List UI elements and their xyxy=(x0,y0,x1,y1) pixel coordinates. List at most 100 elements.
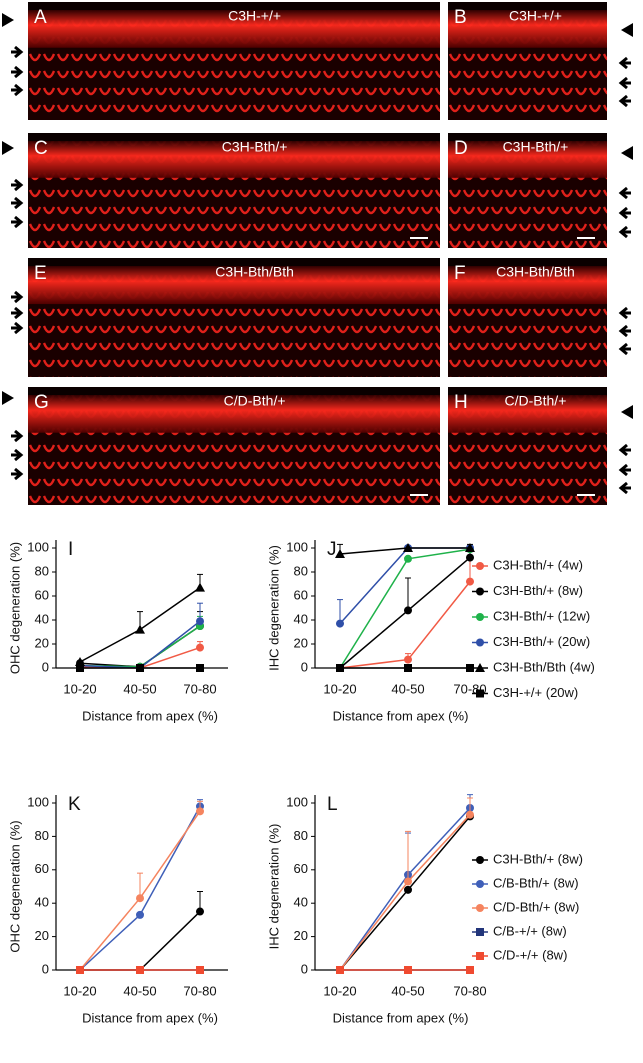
legend-label: C3H-Bth/+ (8w) xyxy=(493,851,583,866)
marker xyxy=(196,643,204,652)
arrow xyxy=(11,178,24,192)
x-tick-label: 40-50 xyxy=(123,983,156,998)
series-line xyxy=(339,581,471,669)
x-tick-label: 10-20 xyxy=(63,983,96,998)
y-tick-label: 100 xyxy=(27,539,49,554)
y-tick-label: 80 xyxy=(294,563,308,578)
y-tick-label: 60 xyxy=(294,587,308,602)
arrow xyxy=(11,429,24,443)
panel-title: C/D-Bth/+ xyxy=(505,393,567,409)
panel-title: C3H-+/+ xyxy=(228,8,281,24)
panel-letter: C xyxy=(34,138,48,159)
marker xyxy=(465,543,475,552)
micrograph-shade xyxy=(448,133,607,141)
marker xyxy=(404,885,412,894)
panel-title: C3H-Bth/Bth xyxy=(496,264,575,280)
arrow xyxy=(11,83,24,97)
micrograph-shade xyxy=(448,2,607,10)
micrograph-band xyxy=(28,141,440,178)
marker xyxy=(196,907,204,916)
panel-letter: H xyxy=(454,392,468,413)
x-tick-label: 70-80 xyxy=(183,681,216,696)
x-tick-label: 10-20 xyxy=(323,681,356,696)
micrograph-band xyxy=(448,266,607,305)
arrow xyxy=(618,206,631,220)
marker xyxy=(404,606,412,615)
marker xyxy=(136,910,144,919)
arrow xyxy=(618,225,631,239)
arrow xyxy=(618,76,631,90)
marker xyxy=(196,807,204,816)
marker xyxy=(336,966,344,974)
arrowhead xyxy=(2,391,14,405)
marker xyxy=(336,664,344,672)
micrograph-band xyxy=(448,10,607,48)
marker xyxy=(196,664,204,672)
y-tick-label: 20 xyxy=(294,635,308,650)
marker xyxy=(466,810,474,819)
legend-marker xyxy=(476,562,484,570)
y-tick-label: 80 xyxy=(35,828,49,843)
y-tick-label: 0 xyxy=(301,961,308,976)
arrow xyxy=(11,306,24,320)
legend-label: C3H-Bth/+ (20w) xyxy=(493,634,590,649)
micrograph-shade xyxy=(448,387,607,395)
panel-letter: B xyxy=(454,7,467,28)
y-tick-label: 80 xyxy=(294,828,308,843)
arrow xyxy=(11,65,24,79)
x-tick-label: 70-80 xyxy=(453,983,486,998)
panel-title: C3H-Bth/+ xyxy=(222,139,288,155)
panel-letter: D xyxy=(454,138,468,159)
legend-label: C/D-Bth/+ (8w) xyxy=(493,899,579,914)
y-tick-label: 60 xyxy=(294,861,308,876)
marker xyxy=(76,966,84,974)
panel-letter: I xyxy=(68,539,73,560)
marker xyxy=(404,877,412,886)
arrow xyxy=(618,463,631,477)
micrograph-shade xyxy=(28,2,440,10)
panel-title: C3H-+/+ xyxy=(509,8,562,24)
arrowhead xyxy=(2,141,14,155)
arrow xyxy=(11,45,24,59)
marker xyxy=(404,655,412,664)
panel-letter: K xyxy=(68,794,81,815)
panel-title: C3H-Bth/Bth xyxy=(215,264,294,280)
series-line xyxy=(339,815,471,971)
arrowhead xyxy=(2,13,14,27)
marker xyxy=(195,582,205,592)
x-tick-label: 10-20 xyxy=(63,681,96,696)
legend-marker xyxy=(476,587,484,596)
arrow xyxy=(618,186,631,200)
arrow xyxy=(11,321,24,335)
x-axis-label: Distance from apex (%) xyxy=(333,1010,469,1025)
legend-label: C3H-+/+ (20w) xyxy=(493,685,578,700)
x-axis-label: Distance from apex (%) xyxy=(333,708,469,723)
y-tick-label: 0 xyxy=(42,961,49,976)
y-tick-label: 100 xyxy=(27,794,49,809)
arrow xyxy=(11,448,24,462)
panel-letter: J xyxy=(327,539,337,560)
marker xyxy=(404,554,412,563)
y-tick-label: 20 xyxy=(35,635,49,650)
micrograph-shade xyxy=(28,133,440,141)
legend-marker xyxy=(476,928,484,936)
arrow xyxy=(618,56,631,70)
y-axis-label: IHC degeneration (%) xyxy=(266,545,281,671)
y-tick-label: 60 xyxy=(35,861,49,876)
arrow xyxy=(618,324,631,338)
arrow xyxy=(618,443,631,457)
panel-letter: G xyxy=(34,392,49,413)
y-tick-label: 100 xyxy=(286,539,308,554)
panel-letter: A xyxy=(34,7,47,28)
arrow xyxy=(11,290,24,304)
legend-marker xyxy=(476,952,484,960)
marker xyxy=(336,619,344,628)
y-tick-label: 40 xyxy=(35,611,49,626)
micrograph-band xyxy=(28,395,440,433)
x-tick-label: 70-80 xyxy=(183,983,216,998)
panel-letter: F xyxy=(454,263,466,284)
y-tick-label: 40 xyxy=(35,895,49,910)
arrow xyxy=(11,467,24,481)
marker xyxy=(196,617,204,626)
marker xyxy=(196,966,204,974)
